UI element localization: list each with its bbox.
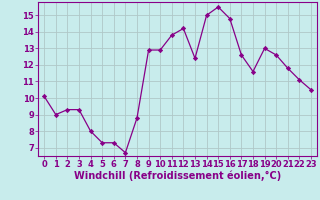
X-axis label: Windchill (Refroidissement éolien,°C): Windchill (Refroidissement éolien,°C) [74, 171, 281, 181]
